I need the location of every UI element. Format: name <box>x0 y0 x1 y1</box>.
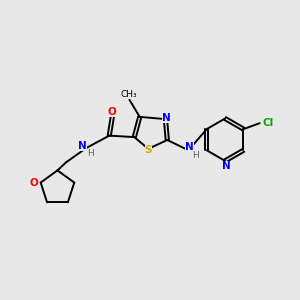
Text: O: O <box>30 178 39 188</box>
Text: Cl: Cl <box>262 118 274 128</box>
Text: O: O <box>108 107 117 117</box>
Text: N: N <box>222 161 231 171</box>
Text: N: N <box>78 141 87 151</box>
Text: N: N <box>162 113 171 123</box>
Text: CH₃: CH₃ <box>121 90 137 99</box>
Text: H: H <box>87 149 94 158</box>
Text: N: N <box>185 142 194 152</box>
Text: S: S <box>145 145 152 155</box>
Text: H: H <box>193 151 199 160</box>
